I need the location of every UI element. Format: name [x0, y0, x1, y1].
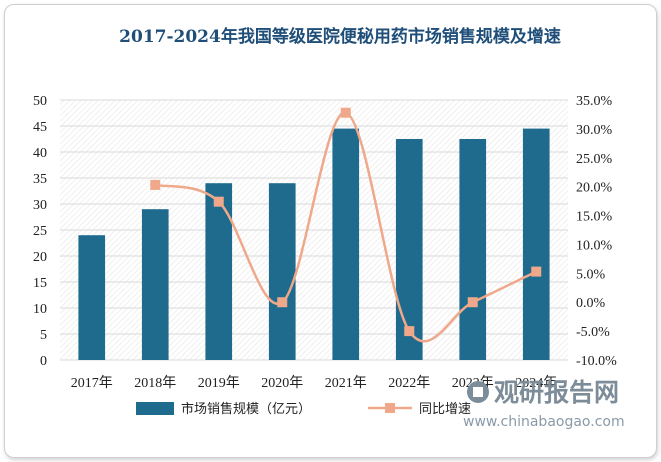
x-tick-label: 2024年 [515, 375, 557, 391]
x-axis: 2017年2018年2019年2020年2021年2022年2023年2024年 [71, 375, 558, 391]
bar [268, 183, 296, 360]
left-tick-label: 25 [33, 224, 47, 239]
x-tick-label: 2018年 [134, 375, 176, 391]
watermark-site: www.chinabaogao.com [463, 414, 625, 430]
left-tick-label: 20 [33, 250, 47, 265]
bar [205, 183, 233, 360]
left-tick-label: 35 [33, 172, 47, 187]
right-tick-label: 15.0% [576, 210, 613, 225]
right-tick-label: 20.0% [576, 181, 613, 196]
right-tick-label: 25.0% [576, 152, 613, 167]
bar [522, 128, 550, 360]
bar [459, 139, 487, 360]
x-tick-label: 2020年 [261, 375, 303, 391]
left-tick-label: 45 [33, 120, 47, 135]
right-tick-label: -5.0% [576, 325, 610, 340]
right-tick-label: 0.0% [576, 296, 606, 311]
line-point [150, 179, 161, 190]
watermark-brand: 观研报告网 [494, 378, 619, 407]
line-point [340, 107, 351, 118]
watermark-logo-icon-inner [473, 387, 483, 397]
x-tick-label: 2019年 [198, 375, 240, 391]
right-axis: -10.0% -5.0% 0.0% 5.0% 10.0% 15.0% 20.0% 25.0% 3… [576, 94, 617, 369]
bar [395, 139, 423, 360]
right-tick-label: -10.0% [576, 354, 617, 369]
legend: 市场销售规模（亿元） 同比增速 [136, 401, 471, 417]
left-tick-label: 0 [40, 354, 47, 369]
bar-series [78, 128, 550, 360]
left-tick-label: 30 [33, 198, 47, 213]
watermark: 观研报告网 www.chinabaogao.com [463, 378, 625, 430]
bar [78, 235, 106, 360]
bar [141, 209, 169, 360]
left-tick-label: 10 [33, 302, 47, 317]
chart-title: 2017-2024年我国等级医院便秘用药市场销售规模及增速 [119, 27, 561, 47]
legend-swatch-marker [385, 403, 395, 413]
right-tick-label: 10.0% [576, 238, 613, 253]
left-tick-label: 5 [40, 328, 47, 343]
x-tick-label: 2022年 [388, 375, 430, 391]
x-tick-label: 2017年 [71, 375, 113, 391]
legend-label-bar: 市场销售规模（亿元） [181, 401, 311, 417]
line-point [531, 266, 542, 277]
right-tick-label: 35.0% [576, 94, 613, 109]
left-tick-label: 50 [33, 94, 47, 109]
line-point [467, 297, 478, 308]
left-tick-label: 40 [33, 146, 47, 161]
left-axis: 0 5 10 15 20 25 30 35 40 45 50 [33, 94, 47, 369]
bar [332, 128, 360, 360]
line-point [404, 326, 415, 337]
right-tick-label: 30.0% [576, 123, 613, 138]
x-tick-label: 2021年 [325, 375, 367, 391]
line-point [277, 297, 288, 308]
right-tick-label: 5.0% [576, 267, 606, 282]
line-series [150, 107, 542, 343]
legend-label-line: 同比增速 [419, 402, 471, 417]
legend-swatch-bar [136, 402, 174, 415]
left-tick-label: 15 [33, 276, 47, 291]
line-point [213, 196, 224, 207]
